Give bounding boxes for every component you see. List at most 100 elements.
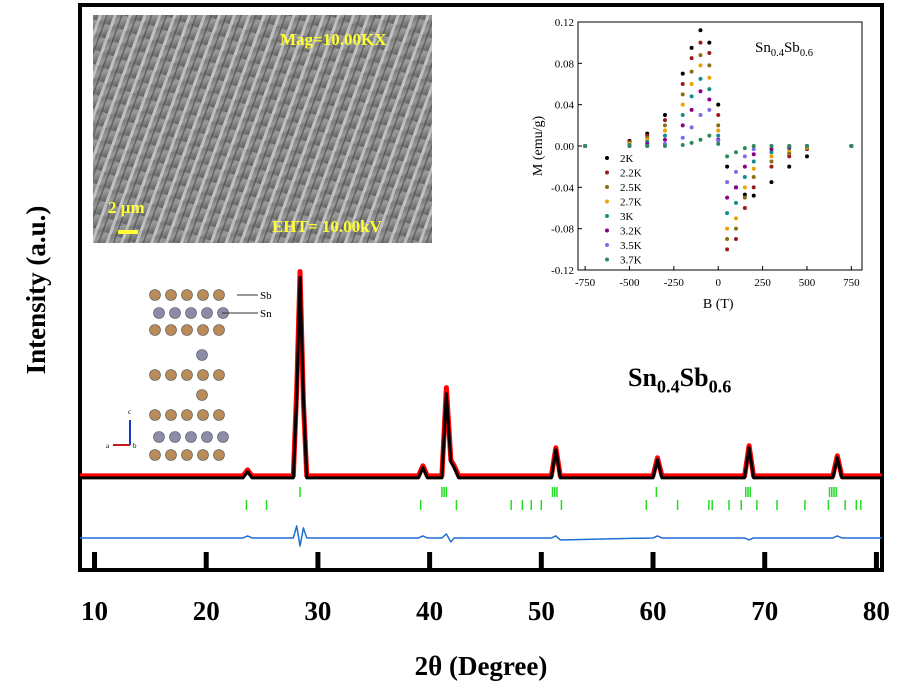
atom xyxy=(197,409,209,421)
data-point xyxy=(725,211,730,216)
legend-label: 2.2K xyxy=(620,168,642,180)
data-point xyxy=(769,150,774,155)
data-point xyxy=(680,123,685,128)
atom xyxy=(181,409,193,421)
data-point xyxy=(725,195,730,200)
data-point xyxy=(662,113,667,117)
x-tick-label: 80 xyxy=(863,596,890,626)
data-point xyxy=(716,102,721,107)
atom xyxy=(197,289,209,301)
atom xyxy=(217,431,229,443)
data-point xyxy=(751,166,756,171)
atom xyxy=(197,324,209,336)
data-point xyxy=(689,45,694,50)
x-tick-label: 20 xyxy=(193,596,220,626)
y-tick-label: -0.04 xyxy=(551,182,574,194)
data-point xyxy=(769,144,774,148)
data-point xyxy=(716,128,721,133)
atom xyxy=(153,431,165,443)
data-point xyxy=(707,51,712,55)
crystal-structure: Sb Sn c a b xyxy=(106,289,272,461)
annotation: EHT= 10.00kV xyxy=(272,217,383,236)
formula-subscript: 0.6 xyxy=(800,48,813,59)
data-point xyxy=(769,159,774,164)
legend-marker xyxy=(605,228,609,233)
data-point xyxy=(716,141,721,146)
atom xyxy=(169,307,181,319)
data-point xyxy=(698,28,703,33)
data-point xyxy=(662,128,667,133)
data-point xyxy=(689,140,694,145)
data-point xyxy=(742,154,747,159)
atom xyxy=(149,324,161,336)
formula-subscript: 0.4 xyxy=(657,377,680,397)
data-point xyxy=(742,146,747,151)
x-tick-label: 40 xyxy=(416,596,443,626)
atom xyxy=(181,289,193,301)
annotation: c xyxy=(128,408,131,416)
data-point xyxy=(698,63,703,68)
data-point xyxy=(751,144,756,148)
x-tick-label: -250 xyxy=(664,277,685,289)
data-point xyxy=(725,154,730,159)
data-point xyxy=(698,137,703,142)
annotation: b xyxy=(133,442,137,450)
data-point xyxy=(680,71,685,76)
data-point xyxy=(689,82,694,86)
data-point xyxy=(716,133,721,138)
data-point xyxy=(751,152,756,157)
data-point xyxy=(751,175,756,179)
formula-element: Sn xyxy=(628,363,657,392)
data-point xyxy=(769,147,774,152)
x-tick-label: -750 xyxy=(575,277,596,289)
formula-element: Sb xyxy=(784,40,800,56)
legend-label: 2.5K xyxy=(620,182,642,194)
inset-background xyxy=(520,10,880,320)
data-point xyxy=(742,195,747,200)
atom xyxy=(213,369,225,381)
data-point xyxy=(707,75,712,80)
data-point xyxy=(769,164,774,169)
atom xyxy=(196,349,208,361)
scale-bar xyxy=(118,230,138,234)
legend-marker xyxy=(605,156,609,160)
legend-label: 3K xyxy=(620,211,634,223)
legend-marker xyxy=(605,214,609,218)
atom xyxy=(181,449,193,461)
data-point xyxy=(725,164,730,169)
y-tick-label: 0.12 xyxy=(555,17,574,29)
legend-marker xyxy=(605,170,609,175)
data-point xyxy=(769,180,774,185)
data-point xyxy=(751,193,756,198)
data-point xyxy=(742,185,747,190)
data-point xyxy=(698,40,703,45)
atom xyxy=(201,307,213,319)
atom xyxy=(165,324,177,336)
data-point xyxy=(733,150,738,155)
data-point xyxy=(627,144,632,148)
x-tick-label: 30 xyxy=(304,596,331,626)
atom xyxy=(196,389,208,401)
x-tick-label: 10 xyxy=(81,596,108,626)
data-point xyxy=(707,107,712,112)
data-point xyxy=(707,63,712,68)
data-point xyxy=(698,113,703,117)
atom xyxy=(213,409,225,421)
atom xyxy=(149,289,161,301)
formula: Sn0.4Sb0.6 xyxy=(755,40,813,59)
y-tick-label: 0.00 xyxy=(555,141,575,153)
x-tick-label: 250 xyxy=(754,277,771,289)
data-point xyxy=(689,125,694,130)
data-point xyxy=(804,144,809,148)
atom xyxy=(165,369,177,381)
data-point xyxy=(680,82,685,86)
annotation: Sn xyxy=(260,308,272,320)
data-point xyxy=(769,154,774,159)
data-point xyxy=(689,107,694,112)
data-point xyxy=(787,164,792,169)
formula: Sn0.4Sb0.6 xyxy=(628,363,731,397)
legend-label: 2.7K xyxy=(620,197,642,209)
x-tick-label: 60 xyxy=(640,596,667,626)
data-point xyxy=(733,237,738,241)
data-point xyxy=(680,135,685,140)
